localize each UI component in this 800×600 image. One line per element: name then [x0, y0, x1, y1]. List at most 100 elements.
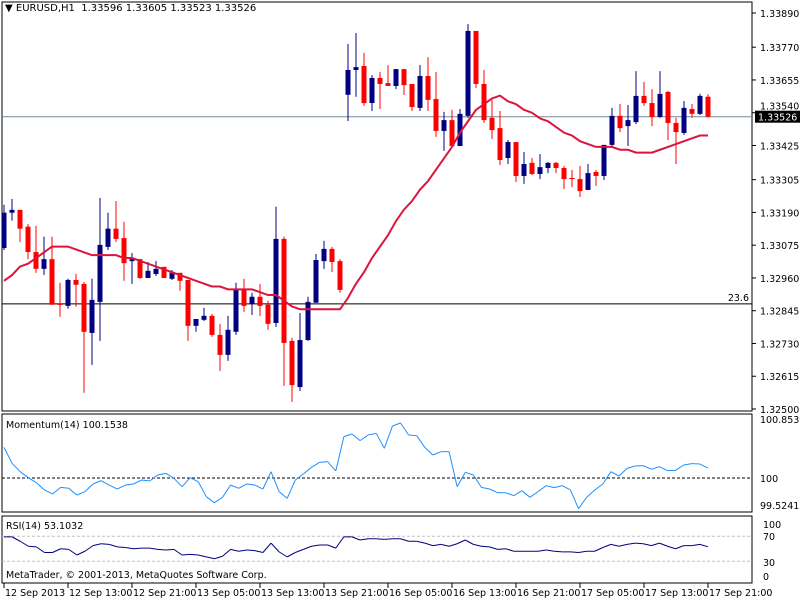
- momentum-segment: [303, 466, 312, 475]
- rsi-segment: [610, 543, 620, 547]
- candle: [361, 52, 367, 106]
- momentum-segment: [149, 474, 159, 482]
- candle-body: [441, 120, 447, 131]
- candle-body: [305, 301, 311, 341]
- x-tick-label: 12 Sep 2013: [5, 588, 65, 599]
- momentum-segment: [270, 471, 280, 492]
- candle: [673, 117, 679, 164]
- candle-body: [49, 259, 55, 305]
- candle: [401, 69, 407, 96]
- rsi-segment: [52, 548, 61, 553]
- momentum-segment: [675, 464, 684, 471]
- y-tick-label: 1.32845: [760, 307, 799, 318]
- momentum-segment: [562, 485, 571, 491]
- momentum-segment: [359, 434, 369, 442]
- rsi-segment: [440, 543, 450, 547]
- candle-body: [705, 96, 711, 117]
- candle-body: [321, 248, 327, 262]
- rsi-segment: [36, 546, 45, 553]
- rsi-segment: [497, 548, 506, 550]
- candle: [345, 44, 351, 121]
- candle: [433, 71, 439, 137]
- momentum-segment: [44, 489, 53, 495]
- candle-body: [201, 315, 207, 320]
- momentum-segment: [335, 436, 345, 472]
- candle: [625, 105, 631, 147]
- candle-body: [177, 272, 183, 281]
- rsi-segment: [165, 548, 174, 551]
- candle: [681, 101, 687, 135]
- candle-body: [73, 279, 79, 285]
- momentum-segment: [602, 471, 612, 485]
- momentum-segment: [157, 472, 166, 476]
- candle: [105, 212, 111, 251]
- rsi-segment: [28, 545, 37, 548]
- candle: [185, 279, 191, 341]
- momentum-segment: [578, 497, 588, 509]
- candle: [513, 142, 519, 182]
- rsi-segment: [456, 539, 466, 545]
- momentum-segment: [465, 471, 474, 476]
- rsi-series: [4, 536, 709, 560]
- momentum-segment: [222, 484, 231, 498]
- candle: [545, 161, 551, 174]
- rsi-segment: [546, 549, 555, 552]
- momentum-segment: [408, 434, 417, 437]
- candle-body: [257, 296, 263, 306]
- candle: [593, 169, 599, 186]
- candle: [617, 103, 623, 133]
- rsi-title: RSI(14) 53.1032: [6, 521, 83, 532]
- rsi-segment: [60, 548, 69, 550]
- candle-body: [25, 226, 31, 253]
- rsi-segment: [157, 548, 166, 551]
- momentum-segment: [383, 425, 393, 449]
- momentum-y-label: 100.8539: [760, 415, 800, 426]
- candle-body: [505, 142, 511, 159]
- momentum-segment: [60, 486, 69, 489]
- rsi-segment: [76, 550, 86, 556]
- momentum-segment: [68, 487, 78, 496]
- candle: [209, 313, 215, 337]
- y-tick-label: 1.33190: [760, 208, 799, 219]
- candle-body: [241, 288, 247, 306]
- candle: [425, 57, 431, 112]
- rsi-segment: [424, 542, 434, 547]
- current-price-label: 1.33526: [758, 113, 797, 124]
- candle: [705, 94, 711, 118]
- candle: [73, 273, 79, 307]
- y-tick-label: 1.33540: [760, 102, 799, 113]
- candle-body: [273, 238, 279, 323]
- momentum-segment: [189, 477, 199, 483]
- x-tick-label: 17 Sep 13:00: [645, 588, 708, 599]
- candle: [665, 91, 671, 141]
- rsi-segment: [278, 551, 288, 558]
- candle: [521, 152, 527, 184]
- rsi-segment: [570, 551, 579, 553]
- triangle-down-icon[interactable]: ▼: [5, 3, 13, 14]
- rsi-y-label: 100: [763, 520, 781, 531]
- candle-body: [57, 303, 63, 305]
- momentum-segment: [368, 432, 377, 436]
- candle-body: [249, 296, 255, 304]
- candle-body: [593, 171, 599, 176]
- candle-body: [433, 99, 439, 131]
- symbol-label: EURUSD,H1: [15, 3, 75, 14]
- rsi-segment: [125, 547, 134, 550]
- x-tick-label: 16 Sep 05:00: [389, 588, 452, 599]
- candle: [193, 318, 199, 332]
- candle-body: [233, 288, 239, 332]
- candle-body: [673, 122, 679, 133]
- rsi-segment: [101, 543, 110, 545]
- momentum-segment: [76, 491, 86, 496]
- momentum-y-label: 99.5241: [760, 501, 799, 512]
- candle-body: [521, 163, 527, 176]
- candle: [489, 99, 495, 139]
- y-tick-label: 1.32500: [760, 405, 799, 416]
- momentum-segment: [262, 471, 272, 490]
- momentum-segment: [537, 485, 547, 493]
- momentum-segment: [351, 433, 361, 442]
- candle: [337, 259, 343, 293]
- candle: [9, 199, 15, 221]
- rsi-segment: [376, 538, 385, 540]
